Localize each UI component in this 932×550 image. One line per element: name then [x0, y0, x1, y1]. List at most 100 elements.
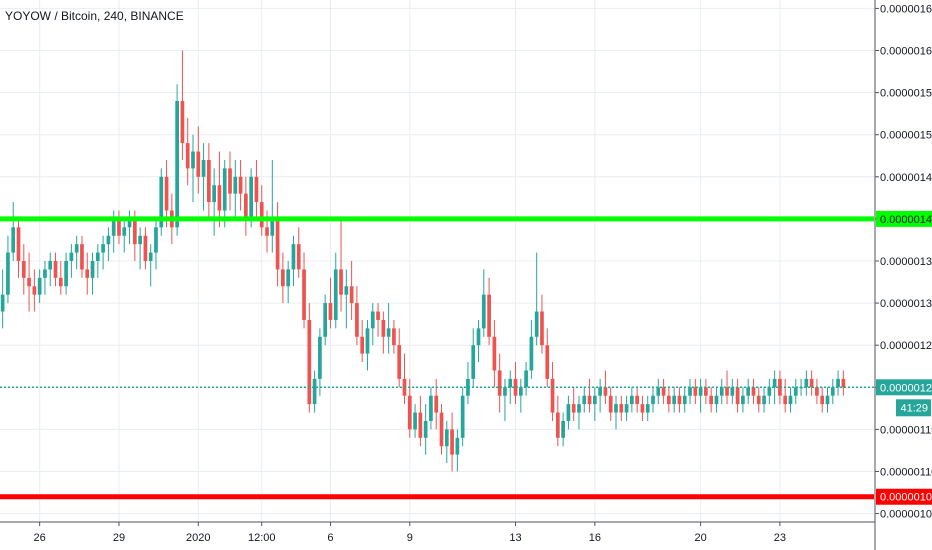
candle-body: [624, 404, 629, 413]
candle-body: [793, 387, 798, 396]
time-tick-label: 12:00: [248, 532, 276, 544]
candle-body: [122, 227, 127, 236]
candle-body: [714, 395, 719, 405]
candle-body: [64, 261, 68, 287]
candle-body: [196, 151, 201, 177]
candle-body: [682, 395, 687, 405]
candle-body: [783, 395, 788, 405]
candle-body: [820, 395, 825, 405]
time-axis-background: [0, 522, 874, 550]
candle-body: [101, 244, 105, 253]
candle-body: [825, 395, 830, 405]
candle-body: [450, 429, 454, 455]
price-tick-label: 0.00000115: [880, 424, 932, 436]
candle-body: [439, 412, 444, 447]
time-tick-label: 23: [774, 532, 786, 544]
candle-body: [159, 176, 164, 228]
candle-body: [386, 328, 391, 337]
candle-body: [635, 395, 639, 405]
candle-body: [249, 176, 254, 219]
candle-body: [244, 193, 248, 219]
candle-body: [592, 395, 597, 405]
candle-body: [751, 387, 756, 396]
candle-body: [0, 294, 5, 312]
candle-body: [503, 387, 507, 396]
price-tick-label: 0.00000105: [880, 509, 932, 521]
candle-body: [704, 387, 708, 396]
candle-body: [804, 378, 809, 388]
candle-body: [645, 404, 650, 413]
time-tick-label: 6: [327, 532, 333, 544]
time-tick-label: 2020: [186, 532, 210, 544]
candle-body: [58, 277, 63, 287]
candle-body: [185, 143, 190, 169]
last-price-tag: [876, 379, 932, 396]
candle-body: [582, 395, 587, 405]
candle-body: [688, 387, 692, 396]
candle-body: [815, 387, 819, 396]
candle-body: [344, 286, 349, 295]
price-tick-label: 0.00000110: [880, 466, 932, 478]
candle-body: [302, 269, 306, 320]
candle-body: [741, 395, 745, 405]
candle-body: [598, 387, 602, 396]
candle-body: [788, 395, 793, 405]
candle-body: [148, 252, 153, 261]
candle-body: [561, 420, 565, 438]
candle-body: [32, 286, 37, 295]
candle-body: [397, 345, 402, 379]
price-tick-label: 0.00000135: [880, 256, 932, 268]
candle-body: [16, 227, 21, 261]
candle-body: [830, 387, 835, 396]
candle-body: [571, 404, 576, 413]
candle-body: [339, 269, 343, 295]
candle-body: [127, 218, 132, 228]
candle-body: [756, 395, 761, 405]
candle-body: [238, 176, 243, 194]
candle-body: [518, 387, 523, 396]
candle-body: [154, 227, 158, 253]
candle-body: [508, 378, 513, 388]
time-tick-label: 29: [113, 532, 125, 544]
candle-body: [212, 185, 216, 203]
candle-body: [608, 395, 613, 413]
candle-body: [21, 261, 26, 278]
candle-body: [360, 336, 365, 354]
candle-body: [217, 185, 222, 211]
candle-body: [778, 378, 782, 396]
candle-body: [259, 202, 264, 228]
candle-body: [677, 395, 682, 405]
candle-body: [555, 412, 560, 438]
candle-body: [698, 387, 703, 396]
candle-body: [672, 395, 677, 405]
candle-body: [381, 319, 386, 337]
candle-body: [376, 311, 380, 320]
candle-body: [487, 294, 491, 337]
candle-body: [349, 286, 354, 304]
candle-body: [471, 345, 476, 379]
candle-body: [661, 387, 666, 396]
candle-body: [281, 269, 285, 287]
candle-body: [809, 378, 814, 388]
candle-body: [312, 378, 317, 405]
price-tick-label: 0.00000145: [880, 172, 932, 184]
candle-body: [355, 303, 359, 337]
candle-body: [53, 261, 58, 278]
candle-body: [836, 378, 840, 388]
symbol-title: YOYOW / Bitcoin, 240, BINANCE: [5, 9, 184, 23]
candle-body: [175, 101, 179, 228]
candle-body: [735, 387, 740, 405]
candle-body: [466, 378, 470, 396]
candle-body: [11, 227, 16, 253]
candle-body: [577, 404, 581, 413]
candle-body: [132, 218, 137, 245]
candle-body: [524, 370, 528, 388]
candle-body: [693, 387, 698, 396]
countdown-label: 41:29: [900, 402, 928, 414]
candle-body: [460, 395, 465, 438]
candle-body: [529, 336, 534, 371]
resistance-price-tag: [876, 210, 932, 227]
